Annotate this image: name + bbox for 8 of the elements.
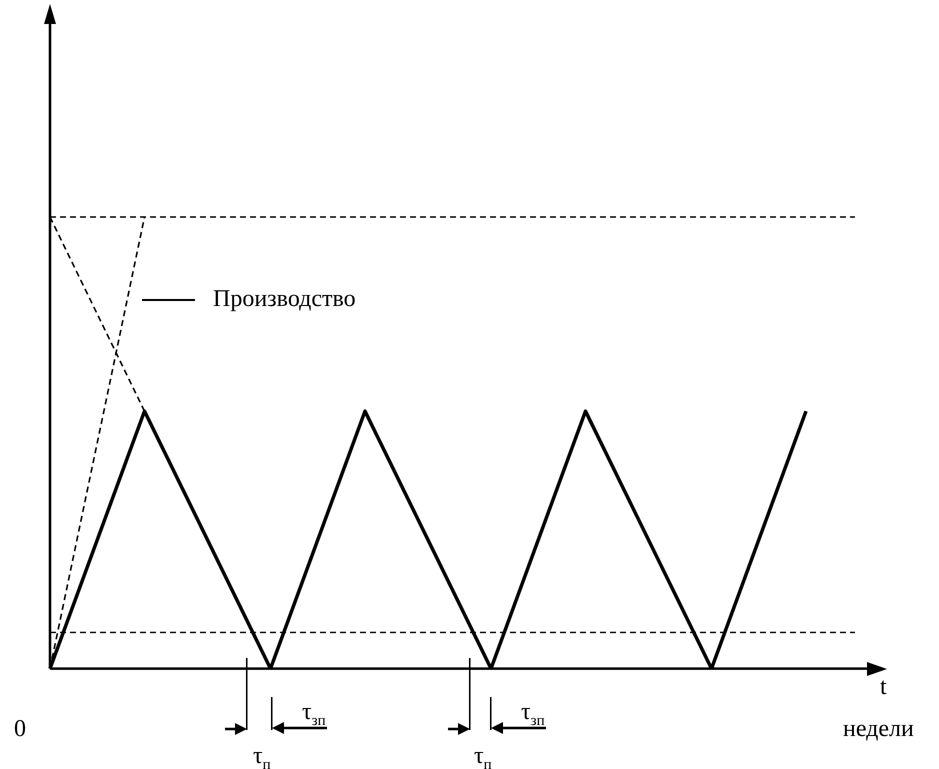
text: 0 [14,716,26,742]
x-axis-title: t [880,674,887,700]
text: недели [843,716,914,742]
text: τ$_{зп}$ [302,699,326,729]
text: τ$_{зп}$ [521,699,545,729]
legend-label: Производство [212,286,356,312]
text: τ$_{п}$ [474,743,492,769]
text: τ$_{п}$ [253,743,271,769]
